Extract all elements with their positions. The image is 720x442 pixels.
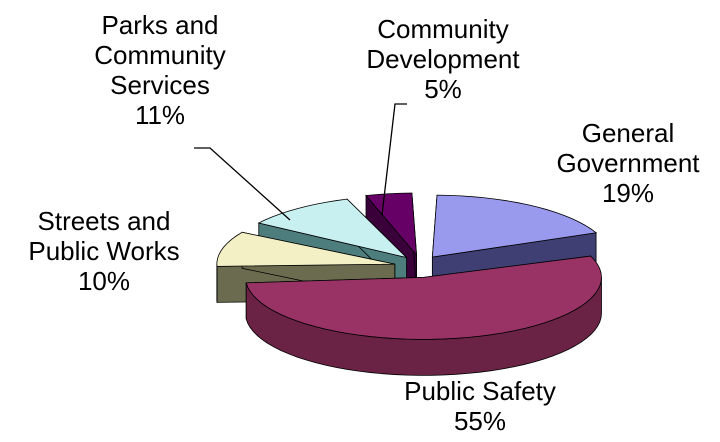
slice-label-3: Parks and Community Services 11% — [94, 10, 225, 130]
slice-label-4: Community Development 5% — [366, 14, 520, 104]
leader-line-3 — [194, 147, 291, 221]
slice-name-line-2-1: Public Works — [28, 236, 179, 266]
pie-slice-3 — [257, 198, 408, 259]
slice-label-1: Public Safety 55% — [404, 376, 556, 436]
slice-labels: General Government 19% Public Safety 55% Stre… — [28, 10, 700, 436]
slice-percent-0: 19% — [602, 178, 654, 208]
slice-percent-2: 10% — [78, 266, 130, 296]
slice-name-line-4-1: Development — [366, 44, 520, 74]
slice-percent-3: 11% — [135, 100, 185, 130]
slice-percent-1: 55% — [454, 406, 506, 436]
slice-name-line-3-1: Community — [94, 40, 225, 70]
slice-name-line-0-0: General — [582, 118, 675, 148]
slice-name-line-3-0: Parks and — [101, 10, 218, 40]
slice-label-2: Streets and Public Works 10% — [28, 206, 179, 296]
pie-slice-0 — [431, 194, 598, 258]
pie-slice-2 — [216, 231, 395, 267]
pie-slice-4 — [365, 192, 418, 257]
slice-percent-4: 5% — [424, 74, 462, 104]
slice-name-line-0-1: Government — [556, 148, 700, 178]
slice-name-line-3-2: Services — [110, 70, 210, 100]
slice-name-line-2-0: Streets and — [38, 206, 171, 236]
leader-line-4 — [381, 103, 407, 216]
slice-name-line-1-0: Public Safety — [404, 376, 556, 406]
pie-slice-1 — [245, 255, 602, 340]
slice-label-0: General Government 19% — [556, 118, 700, 208]
leader-lines — [194, 103, 407, 221]
slice-tops — [216, 192, 602, 340]
slice-name-line-4-0: Community — [377, 14, 508, 44]
